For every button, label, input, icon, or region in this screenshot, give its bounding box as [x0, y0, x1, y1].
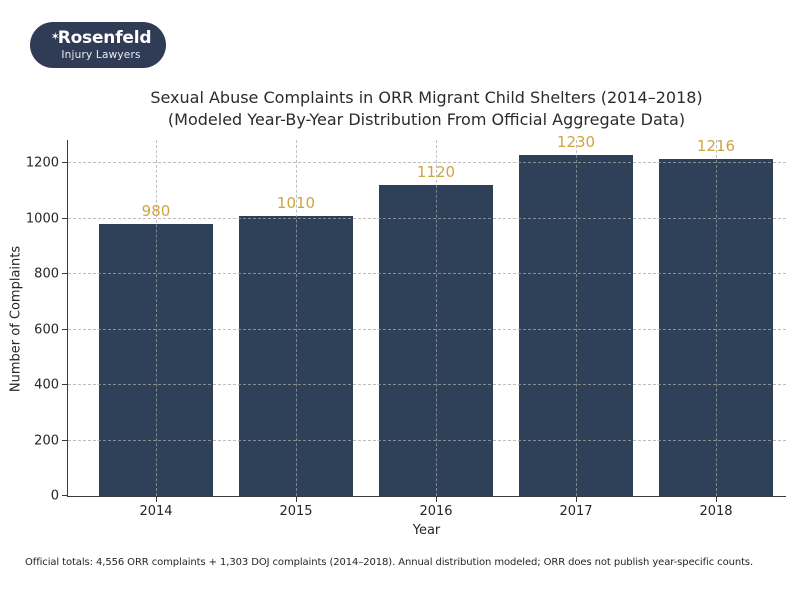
bar-slot-2017: 1230 2017	[506, 133, 646, 519]
bar-slot-2014: 980 2014	[86, 140, 226, 519]
bar-2018	[658, 158, 774, 496]
y-tick-mark	[62, 439, 67, 441]
y-tick-label: 400	[34, 377, 59, 393]
bar-value-label: 1216	[696, 136, 736, 155]
chart-title: Sexual Abuse Complaints in ORR Migrant C…	[150, 88, 703, 107]
bar-2017	[518, 154, 634, 496]
bar-value-label: 1010	[276, 193, 316, 212]
y-tick-mark	[62, 162, 67, 164]
x-tick-mark	[296, 497, 297, 502]
bar-value-label: 980	[141, 202, 171, 221]
title-block: Sexual Abuse Complaints in ORR Migrant C…	[67, 87, 786, 131]
logo-tagline: Injury Lawyers	[61, 49, 141, 61]
y-tick-label: 800	[34, 266, 59, 282]
y-tick-mark	[62, 328, 67, 330]
bar-slot-2016: 1120 2016	[366, 140, 506, 519]
bar-value-label: 1120	[416, 163, 456, 182]
bar-slot-2018: 1216 2018	[646, 136, 786, 519]
bar-2014	[98, 224, 214, 496]
y-tick-label: 1000	[25, 211, 59, 227]
y-tick-label: 200	[34, 433, 59, 449]
bar-2015	[238, 215, 354, 496]
y-tick-mark	[62, 273, 67, 275]
plot-area: 980 2014 1010 2015 1120 2016 1230 2017 1216 2018 …	[26, 133, 786, 519]
x-tick-label: 2017	[559, 504, 593, 519]
x-tick-label: 2016	[419, 504, 453, 519]
bars-layer: 980 2014 1010 2015 1120 2016 1230 2017 1216 2018	[86, 133, 786, 519]
y-axis-title: Number of Complaints	[8, 245, 24, 393]
y-tick-mark	[62, 495, 67, 496]
x-tick-mark	[576, 497, 577, 502]
x-axis-title: Year	[412, 523, 441, 538]
bar-2016	[378, 185, 494, 496]
bar-slot-2015: 1010 2015	[226, 140, 366, 519]
y-tick-label: 1200	[25, 155, 59, 171]
logo-name-row: ✶Rosenfeld	[51, 29, 152, 49]
logo-name: Rosenfeld	[57, 28, 152, 48]
y-tick-mark	[62, 217, 67, 219]
x-tick-mark	[436, 497, 437, 502]
x-tick-mark	[156, 497, 157, 502]
y-tick-label: 600	[34, 322, 59, 338]
logo: ✶Rosenfeld Injury Lawyers	[30, 22, 166, 68]
y-tick-mark	[62, 384, 67, 386]
x-tick-label: 2018	[699, 504, 733, 519]
bar-value-label: 1230	[556, 132, 596, 151]
chart-subtitle: (Modeled Year-By-Year Distribution From …	[167, 110, 686, 129]
y-tick-label: 0	[50, 488, 59, 504]
x-tick-label: 2014	[139, 504, 173, 519]
x-tick-label: 2015	[279, 504, 313, 519]
x-tick-mark	[716, 497, 717, 502]
star-icon: ✶	[50, 30, 60, 43]
footnote: Official totals: 4,556 ORR complaints + …	[25, 557, 754, 568]
